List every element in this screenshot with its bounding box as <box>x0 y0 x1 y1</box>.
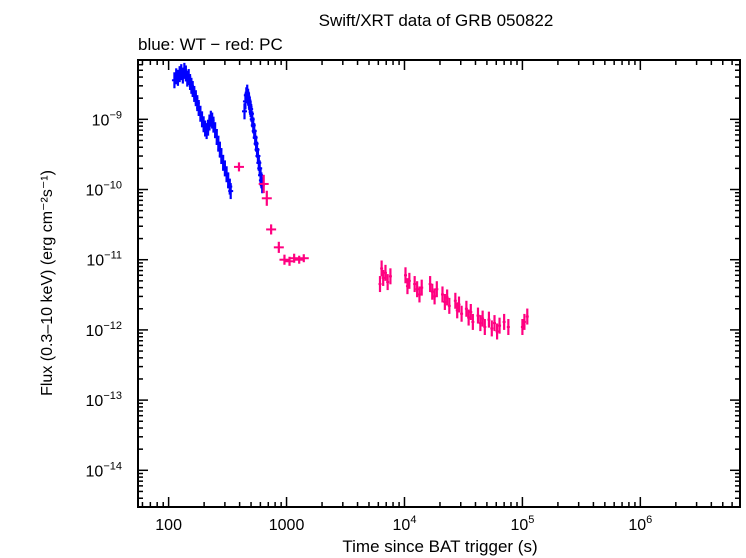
data-point <box>258 174 269 194</box>
data-point <box>415 281 419 298</box>
data-point <box>378 276 382 293</box>
data-point <box>471 313 475 330</box>
data-point <box>478 315 482 332</box>
data-point <box>383 264 387 281</box>
data-point <box>525 308 529 325</box>
data-point <box>380 260 384 277</box>
data-point <box>493 315 497 332</box>
data-point <box>498 317 502 334</box>
data-point <box>481 310 485 327</box>
data-point <box>445 289 449 306</box>
axis-ticks <box>138 60 741 508</box>
data-point <box>495 323 499 340</box>
data-point <box>273 241 284 253</box>
data-point <box>261 190 272 206</box>
data-point <box>381 269 385 286</box>
y-tick-label: 10−9 <box>92 109 122 129</box>
x-axis-label: Time since BAT trigger (s) <box>342 537 537 556</box>
data-point <box>430 283 434 300</box>
chart-subtitle: blue: WT − red: PC <box>138 35 283 54</box>
y-tick-label: 10−10 <box>86 180 122 200</box>
data-point <box>467 309 471 326</box>
data-point <box>469 303 473 320</box>
data-point <box>476 307 480 324</box>
y-tick-label: 10−13 <box>86 390 122 410</box>
data-point <box>506 319 510 335</box>
data-point <box>294 255 305 264</box>
chart-title: Swift/XRT data of GRB 050822 <box>319 11 554 30</box>
data-point <box>388 268 392 285</box>
data-point <box>440 286 444 303</box>
x-tick-label: 105 <box>510 514 534 534</box>
data-point <box>266 224 277 235</box>
data-point <box>407 272 411 289</box>
x-tick-label: 1000 <box>269 517 305 534</box>
data-point <box>417 286 421 303</box>
x-tick-label: 106 <box>628 514 652 534</box>
data-points <box>171 62 529 340</box>
data-point <box>228 183 234 200</box>
series-WT <box>171 62 265 200</box>
data-point <box>460 305 464 322</box>
data-point <box>233 162 244 172</box>
data-point <box>289 253 300 263</box>
y-axis-label: Flux (0.3–10 keV) (erg cm⁻²s⁻¹) <box>39 170 56 396</box>
data-point <box>433 288 437 305</box>
x-tick-label: 104 <box>393 514 417 534</box>
data-point <box>490 320 494 337</box>
data-point <box>428 276 432 293</box>
plot-frame <box>137 59 741 508</box>
data-point <box>386 274 390 291</box>
series-PC <box>233 162 529 340</box>
data-point <box>298 254 309 263</box>
data-point <box>502 313 506 330</box>
data-point <box>279 254 290 265</box>
data-point <box>443 293 447 310</box>
data-point <box>464 300 468 317</box>
data-point <box>420 279 424 296</box>
y-tick-label: 10−12 <box>86 320 122 340</box>
y-tick-label: 10−11 <box>86 250 122 270</box>
data-point <box>413 276 417 293</box>
data-point <box>522 313 526 330</box>
y-tick-labels: 10−9 10−10 10−11 10−12 10−13 10−14 <box>86 109 122 480</box>
data-point <box>435 281 439 298</box>
data-point <box>457 296 461 313</box>
y-tick-label: 10−14 <box>86 460 122 480</box>
x-tick-labels: 100 1000 104 105 106 <box>155 514 652 534</box>
data-point <box>453 292 457 309</box>
data-point <box>447 297 451 314</box>
data-point <box>403 267 407 284</box>
data-point <box>483 319 487 335</box>
x-tick-label: 100 <box>155 517 182 534</box>
data-point <box>487 311 491 328</box>
